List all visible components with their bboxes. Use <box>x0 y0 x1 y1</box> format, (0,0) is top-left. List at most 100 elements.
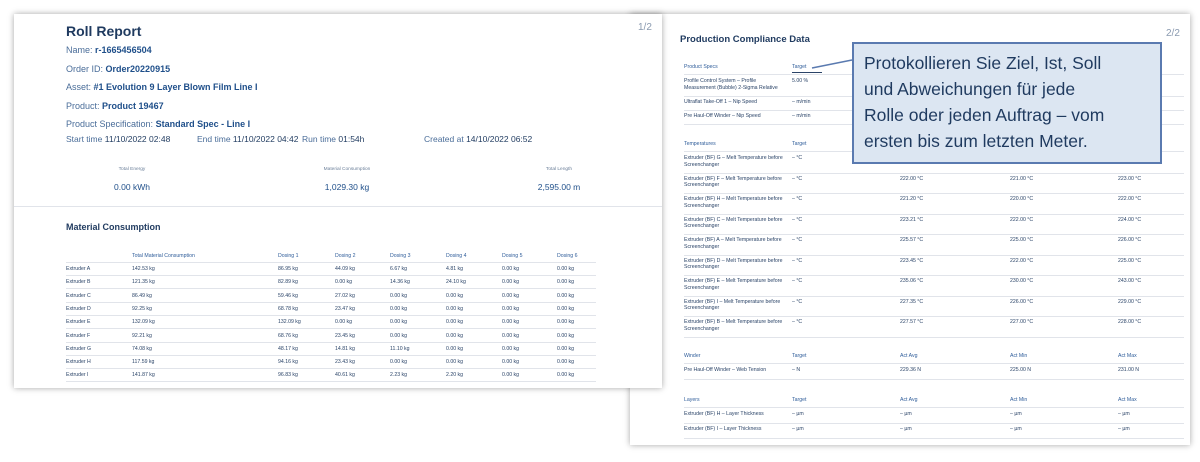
cell: 23.43 kg <box>335 359 355 366</box>
cell: – µm <box>900 411 912 417</box>
cell: 229.00 °C <box>1118 298 1142 305</box>
cell: 225.00 N <box>1010 367 1032 373</box>
cell: – °C <box>792 216 803 223</box>
row-label: Extruder H <box>66 359 91 366</box>
page-title: Roll Report <box>66 23 142 39</box>
field-label: Asset: <box>66 82 92 93</box>
row-label: Extruder D <box>66 305 91 312</box>
row-line <box>684 407 1184 408</box>
column-header: Target <box>792 64 807 70</box>
cell: 117.59 kg <box>132 359 155 366</box>
callout-line: ersten bis zum letzten Meter. <box>864 131 1088 151</box>
kpi-label: Material Consumption <box>323 167 371 172</box>
cell: – µm <box>1010 411 1022 417</box>
row-label: Extruder C <box>66 292 91 299</box>
cell: 0.00 kg <box>502 279 520 286</box>
cell: 44.09 kg <box>335 266 355 272</box>
row-line <box>684 363 1184 364</box>
row-label: Extruder (BF) G – Melt Temperature befor… <box>684 155 783 168</box>
row-label: Extruder B <box>66 279 91 286</box>
cell: 243.00 °C <box>1118 278 1142 284</box>
page-number: 2/2 <box>1166 28 1180 39</box>
cell: 68.78 kg <box>278 305 298 312</box>
cell: – °C <box>792 319 803 325</box>
cell: 0.00 kg <box>335 319 353 326</box>
cell: 14.81 kg <box>335 345 355 352</box>
cell: 0.00 kg <box>557 359 575 366</box>
column-header: Act Max <box>1118 353 1137 359</box>
callout-line: Rolle oder jeden Auftrag – vom <box>864 105 1105 125</box>
row-line <box>684 234 1184 235</box>
cell: 0.00 kg <box>557 305 575 312</box>
cell: 4.81 kg <box>446 266 464 272</box>
cell: 92.25 kg <box>132 305 152 312</box>
cell: 59.46 kg <box>278 292 298 299</box>
row-label: Extruder (BF) E – Melt Temperature befor… <box>684 278 783 291</box>
cell: 229.36 N <box>900 367 922 373</box>
cell: 222.00 °C <box>1010 216 1034 223</box>
row-label: Extruder (BF) C – Melt Temperature befor… <box>684 216 783 230</box>
row-label: Extruder A <box>66 266 91 272</box>
field: Product: Product 19467 <box>66 101 164 111</box>
row-label: Extruder E <box>66 319 91 326</box>
cell: 0.00 kg <box>390 332 408 339</box>
cell: 220.00 °C <box>1010 196 1034 202</box>
row-line <box>66 288 596 290</box>
column-header: Dosing 6 <box>557 253 578 259</box>
cell: 0.00 kg <box>557 332 575 339</box>
cell: – °C <box>792 196 803 202</box>
row-label: Extruder I <box>66 372 89 379</box>
cell: 0.00 kg <box>446 345 464 352</box>
cell: 141.87 kg <box>132 372 155 379</box>
cell: 221.20 °C <box>900 196 924 202</box>
cell: 23.45 kg <box>335 332 355 339</box>
cell: 0.00 kg <box>557 279 575 286</box>
page-number: 1/2 <box>638 22 652 33</box>
column-header: Dosing 3 <box>390 253 411 259</box>
cell: – m/min <box>792 112 811 119</box>
cell: 227.35 °C <box>900 298 924 305</box>
cell: 223.45 °C <box>900 257 924 264</box>
cell: 86.49 kg <box>132 292 152 299</box>
field: Product Specification: Standard Spec - L… <box>66 119 250 129</box>
time-label: Run time <box>302 134 337 144</box>
cell: – µm <box>1118 411 1130 417</box>
cell: 48.17 kg <box>278 345 298 352</box>
cell: 92.21 kg <box>132 332 152 339</box>
column-header: Act Max <box>1118 397 1137 403</box>
row-line <box>66 341 596 343</box>
cell: 0.00 kg <box>557 319 575 326</box>
field-value: Product 19467 <box>102 100 164 111</box>
row-line <box>66 301 596 303</box>
row-line <box>684 275 1184 276</box>
column-header: Target <box>792 353 807 359</box>
column-header: Target <box>792 397 807 403</box>
row-label: Profile Control System – Profile Measure… <box>684 78 778 91</box>
time-field: Start time 11/10/2022 02:48 <box>66 134 170 144</box>
cell: 0.00 kg <box>557 266 575 272</box>
cell: – °C <box>792 175 803 182</box>
column-header: Winder <box>684 353 701 359</box>
cell: – °C <box>792 237 803 243</box>
column-header: Layers <box>684 397 700 403</box>
cell: 227.57 °C <box>900 319 924 325</box>
cell: 14.36 kg <box>390 279 410 286</box>
row-line <box>66 368 596 370</box>
cell: 227.00 °C <box>1010 319 1034 325</box>
time-value: 01:54h <box>338 134 365 144</box>
row-label: Extruder (BF) I – Layer Thickness <box>684 426 762 432</box>
cell: 222.00 °C <box>900 175 924 182</box>
cell: 226.00 °C <box>1118 237 1142 243</box>
field-value: Order20220915 <box>105 63 171 74</box>
field-label: Product: <box>66 100 100 111</box>
row-line <box>684 254 1184 256</box>
separator <box>14 206 662 207</box>
cell: – °C <box>792 257 803 264</box>
cell: – °C <box>792 278 803 284</box>
time-label: Created at <box>424 134 464 144</box>
time-value: 14/10/2022 06:52 <box>466 134 533 144</box>
cell: 68.76 kg <box>278 332 298 339</box>
kpi-value: 0.00 kWh <box>114 182 150 192</box>
row-label: Pre Haul-Off Winder – Web Tension <box>684 367 767 373</box>
